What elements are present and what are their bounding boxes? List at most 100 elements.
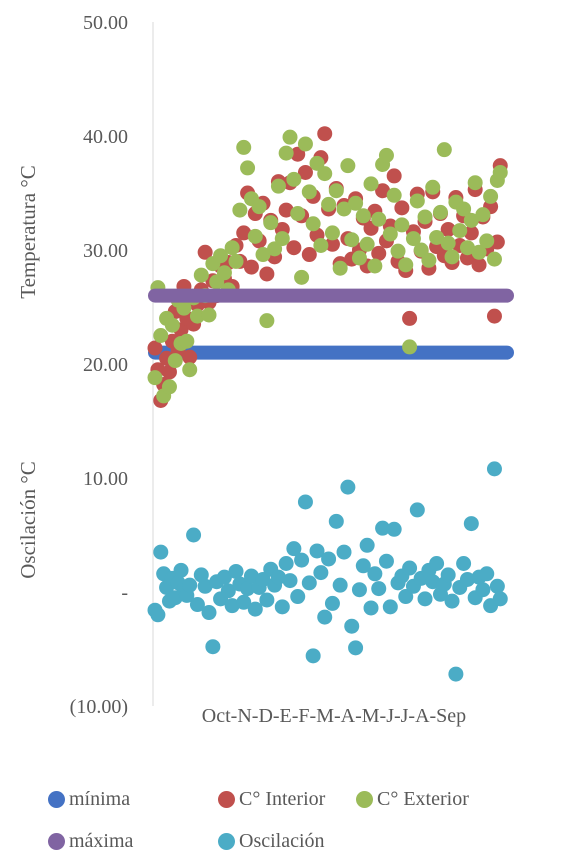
data-point-series-4 [224,598,240,614]
legend-marker-interior [218,791,235,808]
data-point-series-2 [317,166,333,182]
data-point-series-1 [440,221,456,237]
data-point-series-4 [359,537,375,553]
data-point-series-2 [259,313,275,329]
data-point-series-4 [297,494,313,510]
data-point-series-1 [301,247,317,263]
data-point-series-2 [378,147,394,163]
data-point-series-1 [197,244,213,260]
data-point-series-4 [444,593,460,609]
data-point-series-2 [432,204,448,220]
y-tick-label: 50.00 [83,12,128,34]
data-point-series-4 [236,594,252,610]
data-point-series-1 [324,236,340,252]
data-point-series-4 [186,527,202,543]
legend-label-exterior: C° Exterior [377,788,469,810]
data-point-series-2 [351,250,367,266]
data-point-series-2 [147,370,163,386]
data-point-series-2 [176,300,192,316]
data-point-series-2 [321,196,337,212]
data-point-series-4 [344,618,360,634]
data-point-series-2 [278,145,294,161]
data-point-series-2 [475,207,491,223]
legend-item-minima: mínima [48,788,130,811]
legend-label-minima: mínima [69,788,131,810]
data-point-series-2 [232,202,248,218]
data-point-series-2 [240,160,256,176]
x-axis-label: Oct-N-D-E-F-M-A-M-J-J-A-Sep [202,705,466,727]
data-point-series-1 [290,146,306,162]
data-point-series-4 [355,558,371,574]
data-point-series-1 [459,250,475,266]
data-point-series-4 [313,565,329,581]
data-point-series-4 [340,479,356,495]
data-point-series-4 [290,589,306,605]
data-point-series-4 [332,577,348,593]
data-point-series-4 [386,521,402,537]
data-point-series-2 [367,258,383,274]
y-tick-label: 10.00 [83,468,128,490]
data-point-series-4 [459,571,475,587]
data-point-series-2 [348,195,364,211]
data-point-series-2 [251,199,267,215]
data-point-series-4 [189,597,205,613]
data-point-series-4 [201,605,217,621]
data-point-series-2 [282,129,298,145]
data-point-series-2 [270,178,286,194]
data-point-series-4 [479,566,495,582]
data-point-series-4 [193,567,209,583]
data-point-series-4 [402,560,418,576]
data-point-series-2 [294,269,310,285]
data-point-series-2 [201,307,217,323]
data-point-series-4 [173,562,189,578]
data-point-series-2 [267,241,283,257]
data-point-series-2 [463,212,479,228]
data-point-series-2 [436,142,452,158]
data-point-series-4 [489,578,505,594]
data-point-series-4 [425,574,441,590]
data-point-series-1 [386,168,402,184]
data-point-series-4 [475,582,491,598]
data-point-series-2 [189,308,205,324]
data-point-series-4 [301,575,317,591]
data-point-series-2 [297,136,313,152]
data-point-series-1 [317,126,333,142]
data-point-series-2 [405,231,421,247]
data-point-series-2 [332,260,348,276]
data-point-series-4 [259,592,275,608]
data-point-series-2 [355,208,371,224]
data-point-series-4 [282,573,298,589]
data-point-series-2 [255,247,271,263]
data-point-series-2 [492,164,508,180]
data-point-series-2 [309,155,325,171]
data-point-series-2 [153,328,169,343]
data-point-series-2 [224,240,240,256]
data-point-series-2 [471,244,487,260]
data-point-series-4 [378,553,394,569]
data-point-series-4 [216,569,232,585]
data-point-series-2 [402,339,418,355]
data-point-series-4 [328,513,344,529]
data-point-series-2 [452,223,468,239]
data-point-series-2 [305,216,321,232]
data-point-series-4 [409,502,425,518]
data-point-series-2 [263,215,279,231]
data-point-series-2 [390,243,406,259]
data-point-series-4 [150,607,166,623]
data-point-series-2 [164,317,180,333]
data-point-series-2 [236,139,252,155]
legend-label-interior: C° Interior [239,788,326,810]
data-point-series-2 [286,171,302,187]
data-point-series-1 [161,364,177,380]
data-point-series-2 [409,193,425,209]
legend-marker-minima [48,791,65,808]
data-point-series-1 [463,225,479,241]
data-point-series-1 [278,202,294,218]
legend-item-exterior: C° Exterior [356,788,469,811]
data-point-series-2 [193,267,209,283]
data-point-series-1 [371,245,387,261]
data-point-series-1 [243,259,259,275]
data-point-series-1 [375,183,391,199]
data-point-series-1 [402,310,418,326]
legend-item-oscilacion: Oscilación [218,830,325,853]
